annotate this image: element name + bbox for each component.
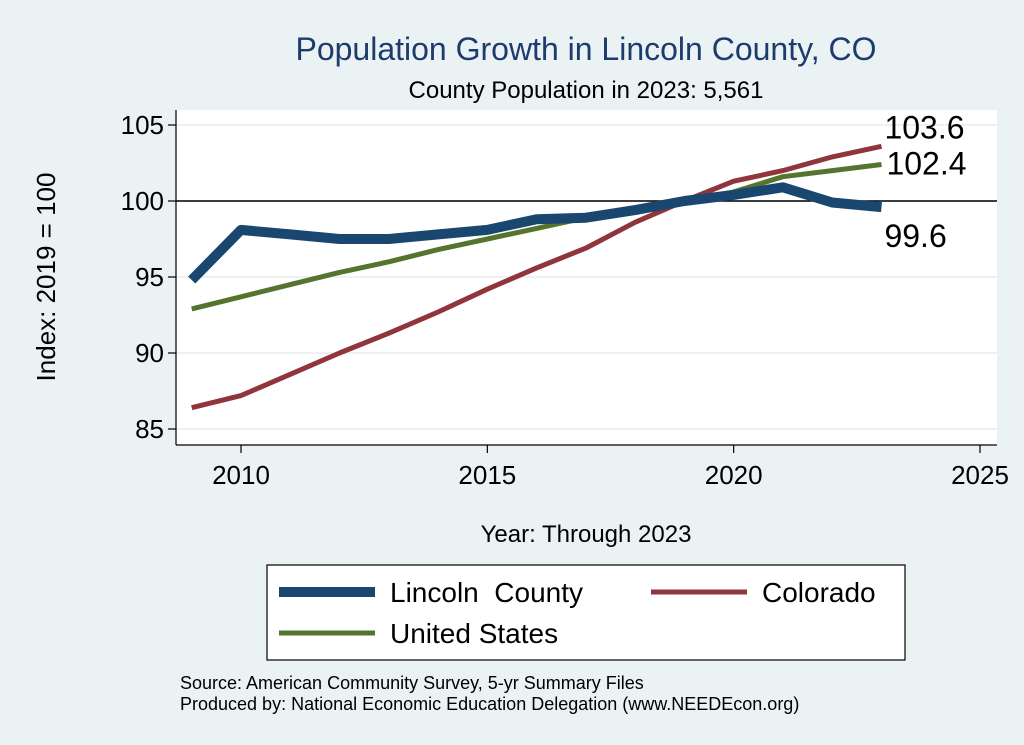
legend-label: Colorado: [762, 577, 876, 608]
y-tick-label: 90: [135, 338, 164, 368]
legend-label: Lincoln County: [390, 577, 583, 608]
y-axis-label: Index: 2019 = 100: [31, 173, 61, 382]
x-tick-label: 2015: [458, 460, 516, 490]
legend: [266, 564, 906, 661]
x-axis-label: Year: Through 2023: [481, 521, 692, 548]
y-tick-label: 100: [121, 186, 164, 216]
y-tick-label: 105: [121, 110, 164, 140]
x-axis-ticks: 2010 2015 2020 2025: [212, 445, 1009, 490]
legend-label: United States: [390, 618, 558, 649]
y-tick-label: 95: [135, 262, 164, 292]
series-line-united-states: [191, 162, 882, 312]
end-label: 103.6: [884, 109, 964, 145]
legend-items: Lincoln County Colorado United States: [279, 577, 876, 649]
series-lines: [188, 143, 883, 411]
y-axis-ticks: 85 90 95 100 105: [121, 110, 176, 444]
series-line-lincoln-county: [188, 182, 882, 284]
x-tick-label: 2020: [705, 460, 763, 490]
end-label: 102.4: [886, 146, 966, 182]
produced-by-note: Produced by: National Economic Education…: [180, 694, 799, 714]
chart-title: Population Growth in Lincoln County, CO: [295, 31, 876, 67]
x-tick-label: 2010: [212, 460, 270, 490]
y-tick-label: 85: [135, 414, 164, 444]
chart-subtitle: County Population in 2023: 5,561: [409, 77, 764, 104]
x-tick-label: 2025: [951, 460, 1009, 490]
end-label: 99.6: [884, 218, 946, 254]
source-note: Source: American Community Survey, 5-yr …: [180, 673, 644, 693]
series-line-colorado: [191, 143, 883, 411]
